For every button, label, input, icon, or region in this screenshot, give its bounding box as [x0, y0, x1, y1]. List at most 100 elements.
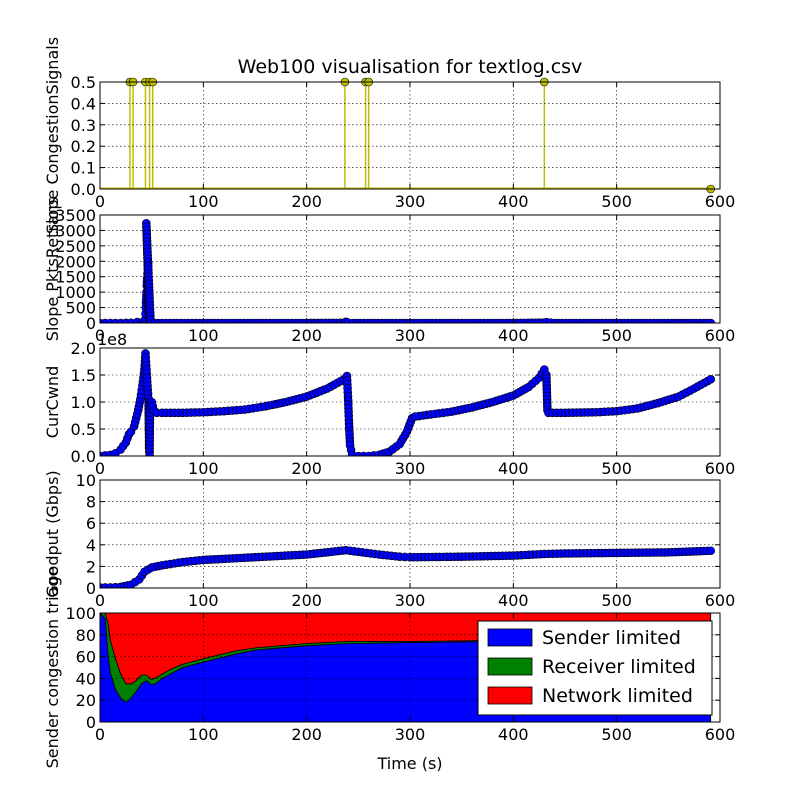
x-tick-label: 100 — [188, 192, 219, 211]
y-axis-label: CurCwnd — [43, 366, 62, 438]
y-tick-label: 20 — [76, 691, 96, 710]
y-tick-label: 10 — [76, 471, 96, 490]
y-tick-label: 0.0 — [71, 447, 96, 466]
legend-swatch — [487, 628, 533, 647]
x-tick-label: 400 — [498, 725, 529, 744]
y-tick-label: 4 — [86, 536, 96, 555]
x-tick-label: 600 — [705, 591, 736, 610]
x-tick-label: 400 — [498, 326, 529, 345]
curcwnd-markers — [100, 349, 716, 456]
x-tick-label: 300 — [395, 725, 426, 744]
y-tick-label: 2000 — [55, 252, 96, 271]
x-tick-label: 0 — [95, 459, 105, 478]
pkts-retrans-point — [706, 318, 715, 323]
y-tick-label: 0.5 — [71, 73, 96, 92]
x-tick-label: 500 — [601, 725, 632, 744]
x-tick-label: 0 — [95, 192, 105, 211]
x-tick-label: 100 — [188, 459, 219, 478]
legend-entry: Receiver limited — [542, 656, 696, 678]
x-tick-label: 500 — [601, 459, 632, 478]
x-tick-label: 300 — [395, 591, 426, 610]
legend-swatch — [487, 657, 533, 676]
panel-goodput: 0 100 200 300 400 500 600 0 2 4 6 8 10 Goodput (Gbps) — [43, 470, 735, 610]
y-tick-label: 3000 — [55, 221, 96, 240]
y-tick-label: 2 — [86, 557, 96, 576]
x-tick-label: 600 — [705, 326, 736, 345]
y-axis-label: Goodput (Gbps) — [43, 470, 62, 597]
chart-title: Web100 visualisation for textlog.csv — [238, 56, 583, 78]
x-tick-label: 100 — [188, 725, 219, 744]
x-tick-label: 200 — [291, 591, 322, 610]
curcwnd-point — [706, 375, 716, 384]
legend: Sender limited Receiver limited Network li… — [477, 620, 713, 716]
congestion-signals-markers — [125, 77, 716, 194]
x-tick-label: 300 — [395, 459, 426, 478]
y-tick-label: 0.1 — [71, 159, 96, 178]
pkts-retrans-data — [100, 219, 715, 323]
x-tick-label: 100 — [188, 591, 219, 610]
y-tick-label: 1.5 — [71, 366, 96, 385]
x-tick-label: 500 — [601, 326, 632, 345]
x-tick-label: 100 — [188, 326, 219, 345]
legend-entry: Sender limited — [542, 627, 681, 649]
y-axis-label: Slope PktsRetrans — [43, 197, 62, 341]
y-tick-label: 0.5 — [71, 420, 96, 439]
curcwnd-data — [100, 349, 716, 456]
legend-entry: Network limited — [542, 685, 693, 707]
y-tick-label: 0.2 — [71, 137, 96, 156]
x-tick-label: 600 — [705, 192, 736, 211]
pkts-retrans-line — [100, 223, 711, 323]
y-tick-label: 1500 — [55, 268, 96, 287]
x-axis-label: Time (s) — [376, 754, 442, 773]
x-tick-label: 200 — [291, 459, 322, 478]
x-tick-label: 300 — [395, 192, 426, 211]
y-tick-label: 1000 — [55, 283, 96, 302]
y-tick-label: 100 — [65, 604, 96, 623]
y-tick-label: 0.4 — [71, 94, 96, 113]
legend-swatch — [487, 686, 533, 705]
curcwnd-grid — [99, 347, 721, 457]
y-tick-label: 8 — [86, 493, 96, 512]
x-tick-label: 0 — [95, 591, 105, 610]
y-tick-label: 2.0 — [71, 339, 96, 358]
x-tick-label: 600 — [705, 459, 736, 478]
x-tick-label: 400 — [498, 192, 529, 211]
y-tick-label: 40 — [76, 669, 96, 688]
goodput-grid — [99, 479, 721, 589]
x-tick-label: 200 — [291, 725, 322, 744]
x-tick-label: 0 — [95, 326, 105, 345]
pkts-retrans-grid — [99, 214, 721, 324]
y-tick-label: 60 — [76, 648, 96, 667]
panel-congestion-signals: 0 100 200 300 400 500 600 0.0 0.1 0.2 0.3 0.4 0.5 Slo… — [43, 37, 735, 234]
x-tick-label: 400 — [498, 459, 529, 478]
y-tick-label: 1.0 — [71, 393, 96, 412]
congestion-signals-data — [100, 82, 711, 189]
y-tick-label: 3500 — [55, 206, 96, 225]
x-tick-label: 500 — [601, 192, 632, 211]
y-tick-label: 500 — [65, 299, 96, 318]
x-tick-label: 300 — [395, 326, 426, 345]
panel-pkts-retrans: 0 100 200 300 400 500 600050010001500200025003… — [43, 197, 735, 345]
pkts-retrans-markers — [100, 219, 715, 323]
x-tick-label: 600 — [705, 725, 736, 744]
panel-curcwnd: 0 100 200 300 400 500 600 0.0 0.5 1.0 1.5 2.0 1e8 Cur… — [43, 330, 735, 478]
x-tick-label: 0 — [95, 725, 105, 744]
y-tick-label: 0.0 — [71, 180, 96, 199]
y-tick-label: 0 — [86, 314, 96, 333]
y-axis-label: Sender congestion triage — [43, 567, 62, 769]
x-tick-label: 400 — [498, 591, 529, 610]
goodput-point — [706, 546, 716, 556]
y-tick-label: 0.3 — [71, 116, 96, 135]
x-tick-label: 500 — [601, 591, 632, 610]
y-tick-label: 0 — [86, 579, 96, 598]
y-tick-label: 0 — [86, 713, 96, 732]
x-tick-label: 200 — [291, 192, 322, 211]
goodput-markers — [100, 545, 716, 588]
y-tick-label: 6 — [86, 514, 96, 533]
y-tick-label: 2500 — [55, 237, 96, 256]
x-tick-label: 200 — [291, 326, 322, 345]
y-tick-label: 80 — [76, 626, 96, 645]
goodput-data — [100, 545, 716, 588]
